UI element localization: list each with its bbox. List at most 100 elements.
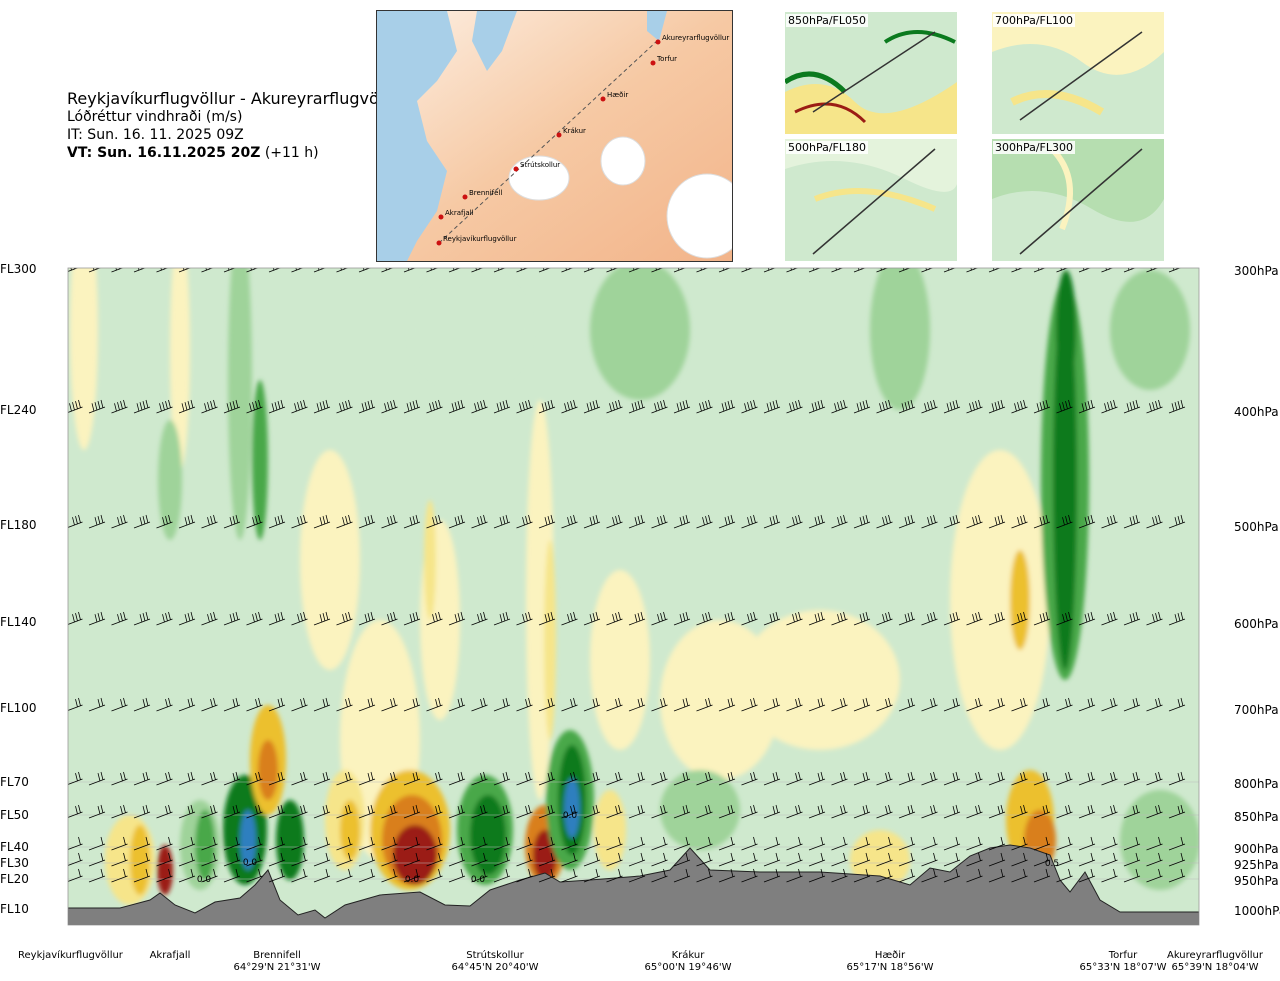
wind-barb bbox=[268, 268, 281, 273]
wind-barb bbox=[88, 268, 101, 273]
wind-barb bbox=[561, 771, 578, 786]
wind-barb bbox=[943, 804, 961, 819]
wind-barb bbox=[628, 514, 646, 529]
wind-barb bbox=[156, 697, 173, 712]
wind-barb bbox=[1011, 399, 1028, 414]
waypoint-coord: 65°39'N 18°04'W bbox=[1171, 962, 1259, 973]
wind-barb bbox=[268, 611, 286, 626]
wind-barb bbox=[291, 771, 308, 786]
wind-barb bbox=[246, 697, 263, 712]
wind-barb bbox=[178, 836, 196, 851]
wind-barb bbox=[673, 852, 691, 867]
wind-barb bbox=[268, 771, 286, 786]
wind-barb bbox=[943, 514, 961, 529]
wind-barb bbox=[44, 515, 60, 528]
wind-barb bbox=[651, 771, 668, 786]
wind-barb bbox=[516, 852, 533, 867]
velocity-cell bbox=[424, 500, 436, 620]
wind-barb bbox=[628, 852, 646, 867]
wind-barb bbox=[178, 514, 196, 529]
wind-barb bbox=[763, 836, 781, 851]
wind-barb bbox=[381, 268, 394, 273]
wind-barb bbox=[966, 836, 983, 851]
wind-barb bbox=[358, 399, 376, 414]
thumb-850[interactable]: 850hPa/FL050 bbox=[785, 12, 957, 134]
wind-barb bbox=[1146, 611, 1163, 626]
wind-barb bbox=[1078, 852, 1096, 867]
wind-barb bbox=[1011, 514, 1028, 529]
wind-barb bbox=[786, 399, 803, 414]
wind-barb bbox=[178, 804, 196, 819]
fl-label-fl70: FL70 bbox=[0, 775, 29, 789]
wind-barb bbox=[651, 697, 668, 712]
map-waypoint-label: Brennifell bbox=[469, 189, 502, 197]
wind-barb bbox=[921, 611, 938, 626]
thumb-700[interactable]: 700hPa/FL100 bbox=[992, 12, 1164, 134]
wind-barb bbox=[718, 771, 736, 786]
wind-barb bbox=[313, 771, 331, 786]
wind-barb bbox=[201, 868, 218, 883]
wind-barb bbox=[88, 852, 106, 867]
wind-barb bbox=[538, 771, 556, 786]
wind-barb bbox=[336, 836, 353, 851]
wind-barb bbox=[381, 697, 398, 712]
wind-barb bbox=[696, 268, 709, 273]
map-fjord-north bbox=[647, 11, 667, 41]
wind-barb bbox=[133, 852, 151, 867]
hpa-label-850hpa: 850hPa bbox=[1234, 810, 1279, 824]
wind-barb bbox=[583, 804, 601, 819]
wind-barb bbox=[1056, 611, 1073, 626]
wind-barb bbox=[988, 514, 1006, 529]
wind-barb bbox=[538, 514, 556, 529]
wind-barb bbox=[156, 836, 173, 851]
wind-barb bbox=[943, 399, 961, 414]
wind-barb bbox=[1056, 514, 1073, 529]
map-waypoint-label: Akureyrarflugvöllur bbox=[662, 34, 729, 42]
thumb-300[interactable]: 300hPa/FL300 bbox=[992, 139, 1164, 261]
wind-barb bbox=[606, 804, 623, 819]
wind-barb bbox=[246, 399, 263, 414]
map-waypoint-marker bbox=[513, 166, 519, 172]
hpa-label-300hpa: 300hPa bbox=[1234, 264, 1279, 278]
wind-barb bbox=[44, 837, 60, 850]
wind-barb bbox=[898, 268, 911, 273]
wind-barb bbox=[268, 852, 286, 867]
hpa-label-500hpa: 500hPa bbox=[1234, 520, 1279, 534]
wind-barb bbox=[718, 399, 736, 414]
wind-barb bbox=[111, 771, 128, 786]
wind-barb bbox=[561, 268, 574, 273]
wind-barb bbox=[493, 697, 511, 712]
wind-barb bbox=[246, 514, 263, 529]
wind-barb bbox=[1146, 868, 1163, 883]
wind-barb bbox=[44, 772, 60, 785]
wind-barb bbox=[358, 771, 376, 786]
wind-barb bbox=[111, 268, 124, 273]
wind-barb bbox=[178, 399, 196, 414]
wind-barb bbox=[898, 771, 916, 786]
wind-barb bbox=[966, 697, 983, 712]
wind-barb bbox=[44, 698, 60, 711]
wind-barb bbox=[561, 399, 578, 414]
wind-barb bbox=[808, 268, 821, 273]
wind-barb bbox=[336, 268, 349, 273]
wind-barb bbox=[1101, 852, 1118, 867]
wind-barb bbox=[966, 514, 983, 529]
wind-barb bbox=[673, 268, 686, 273]
wind-barb bbox=[741, 399, 758, 414]
fl-label-fl240: FL240 bbox=[0, 403, 37, 417]
waypoint-coord: 64°29'N 21°31'W bbox=[233, 962, 321, 973]
wind-barb bbox=[223, 836, 241, 851]
wind-barb bbox=[763, 399, 781, 414]
wind-barb bbox=[1168, 868, 1186, 883]
wind-barb bbox=[516, 514, 533, 529]
velocity-cell bbox=[228, 268, 252, 540]
wind-barb bbox=[943, 697, 961, 712]
wind-barb bbox=[741, 804, 758, 819]
thumb-300-label: 300hPa/FL300 bbox=[993, 141, 1076, 154]
wind-barb bbox=[111, 852, 128, 867]
thumb-500[interactable]: 500hPa/FL180 bbox=[785, 139, 957, 261]
wind-barb bbox=[1146, 268, 1159, 273]
wind-barb bbox=[223, 804, 241, 819]
wind-barb bbox=[1011, 611, 1028, 626]
wind-barb bbox=[403, 268, 416, 273]
